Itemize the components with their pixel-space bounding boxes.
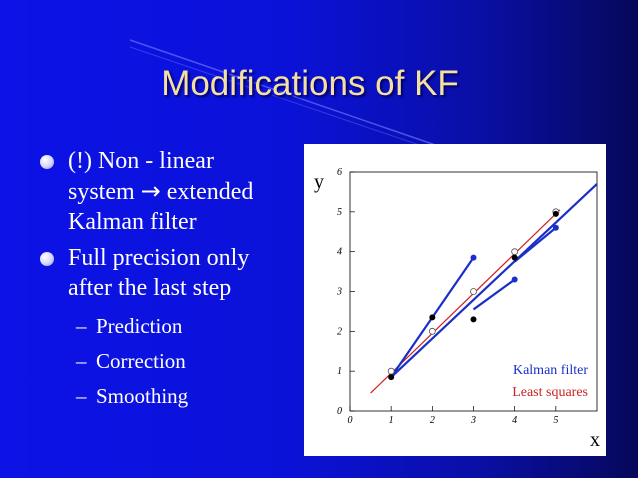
bullet-line: after the last step (68, 275, 232, 301)
dash-icon: – (76, 314, 87, 338)
bullet-list: (!) Non - linear system → extended Kalma… (40, 146, 302, 414)
filtered-point (429, 314, 436, 321)
measurement-point (511, 248, 519, 256)
y-tick-label: 6 (337, 167, 342, 178)
sub-bullet-item: – Prediction (40, 309, 302, 344)
predicted-point (511, 276, 518, 283)
measurement-point (387, 367, 395, 375)
kalman-filter-line (390, 183, 598, 378)
y-tick-label: 4 (337, 247, 342, 258)
sub-bullet-item: – Smoothing (40, 379, 302, 414)
arrow-icon: → (140, 177, 161, 205)
x-tick-label: 2 (430, 415, 435, 426)
bullet-line: system → extended (68, 176, 302, 207)
y-tick-label: 1 (337, 366, 342, 377)
measurement-point (428, 327, 436, 335)
x-tick-label: 3 (470, 415, 476, 426)
y-axis-label: y (314, 171, 324, 193)
x-tick-label: 4 (512, 415, 517, 426)
filtered-point (470, 316, 477, 323)
y-tick-label: 2 (337, 326, 342, 337)
plot-panel: 0 1 2 3 4 5 0 1 2 3 4 5 6 y x Kalman filter Least square… (304, 144, 606, 456)
bullet-line: (!) Non - linear (68, 148, 214, 174)
y-tick-label: 0 (337, 406, 342, 417)
bullet-line: Full precision only (68, 245, 250, 271)
filtered-point (511, 254, 518, 261)
bullet-text: system (68, 179, 141, 205)
bullet-line: Kalman filter (68, 209, 197, 235)
x-tick-label: 5 (553, 415, 558, 426)
slide-title: Modifications of KF (161, 64, 459, 103)
sub-bullet-label: Correction (96, 349, 186, 373)
legend-least-squares: Least squares (512, 385, 588, 400)
sub-bullet-item: – Correction (40, 344, 302, 379)
bullet-dot-icon (40, 252, 54, 266)
filtered-point (388, 374, 395, 381)
x-tick-label: 1 (389, 415, 394, 426)
measurement-point (470, 288, 477, 295)
kalman-plot: 0 1 2 3 4 5 0 1 2 3 4 5 6 y x Kalman filter Least square… (314, 167, 600, 451)
legend-kalman-filter: Kalman filter (513, 363, 588, 378)
bullet-item: Full precision only after the last step (40, 243, 302, 303)
dash-icon: – (76, 384, 87, 408)
bullet-dot-icon (40, 155, 54, 169)
x-axis-label: x (590, 429, 600, 451)
dash-icon: – (76, 349, 87, 373)
y-tick-label: 5 (337, 207, 342, 218)
x-tick-label: 0 (348, 415, 353, 426)
sub-bullet-label: Smoothing (96, 384, 189, 408)
predicted-point (470, 254, 477, 261)
bullet-text: extended (166, 179, 254, 205)
y-tick-label: 3 (336, 287, 342, 298)
bullet-item: (!) Non - linear system → extended Kalma… (40, 146, 302, 237)
filtered-point (552, 210, 559, 217)
predicted-point (552, 224, 559, 231)
kalman-filter-line (472, 278, 516, 311)
sub-bullet-label: Prediction (96, 314, 183, 338)
